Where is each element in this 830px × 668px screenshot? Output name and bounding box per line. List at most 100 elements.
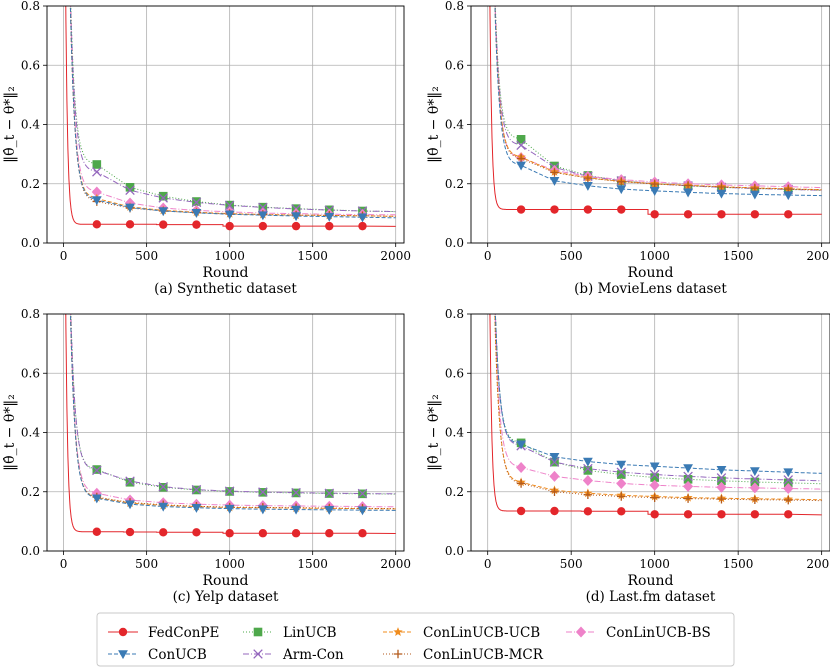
data-point-fedconpe (258, 221, 268, 231)
legend-label: FedConPE (148, 625, 219, 641)
legend-item: LinUCB (243, 625, 337, 641)
data-point-conlinucb-mcr (650, 493, 659, 502)
data-point-fedconpe (192, 220, 201, 229)
data-point-fedconpe (225, 529, 234, 538)
data-point-fedconpe (516, 506, 526, 516)
data-point-fedconpe (358, 221, 367, 231)
x-tick-label: 2000 (380, 557, 411, 571)
x-tick-label: 2000 (380, 249, 411, 263)
data-point-conucb (582, 457, 593, 467)
legend-item: ConLinUCB-MCR (383, 647, 544, 663)
series-line-conlinucb-ucb (494, 314, 822, 501)
data-point-conucb (91, 494, 102, 504)
data-point-conucb (125, 500, 135, 510)
series-line-conlinucb-bs (494, 6, 822, 189)
data-point-linucb (650, 473, 659, 482)
data-point-fedconpe (583, 507, 593, 516)
data-point-arm-con (125, 185, 135, 196)
series-line-conucb (494, 314, 822, 474)
data-point-conucb (783, 191, 794, 201)
y-axis-label: ‖θ̂_t − θ*‖₂ (2, 394, 18, 471)
panel-caption: (c) Yelp dataset (173, 589, 279, 605)
data-point-conlinucb-bs (783, 482, 794, 494)
data-point-arm-con (291, 487, 301, 498)
data-point-conlinucb-bs (549, 470, 560, 482)
x-axis-label: Round (628, 265, 674, 281)
data-point-conlinucb-mcr (583, 173, 593, 183)
data-point-arm-con (324, 488, 335, 498)
data-point-conucb (516, 440, 526, 450)
y-tick-label: 0.4 (21, 118, 40, 132)
data-point-conlinucb-mcr (783, 495, 793, 505)
data-point-conlinucb-bs (682, 480, 694, 492)
y-tick-label: 0.4 (445, 426, 464, 440)
data-point-conlinucb-mcr (616, 177, 626, 186)
data-point-linucb (583, 466, 593, 475)
data-point-fedconpe (125, 527, 135, 537)
data-point-conlinucb-bs (91, 186, 102, 198)
legend-marker (575, 626, 587, 638)
data-point-conlinucb-mcr (550, 168, 559, 177)
data-point-conucb (291, 505, 301, 515)
data-point-fedconpe (125, 220, 135, 229)
data-point-linucb (158, 191, 168, 201)
chart-panel-4: 0 500 1000 1500 2000 0.0 0.2 0.4 0.6 0.8 Round ‖θ̂_… (426, 307, 830, 605)
chart-panel-3: 0 500 1000 1500 2000 0.0 0.2 0.4 0.6 0.8 Round ‖θ̂_… (2, 307, 411, 605)
series-line-fedconpe (489, 314, 822, 516)
data-point-conucb (616, 460, 627, 470)
data-point-arm-con (258, 202, 268, 213)
series-line-conlinucb-bs (70, 314, 396, 508)
x-tick-label: 1000 (214, 557, 245, 571)
legend-marker (253, 627, 263, 637)
data-point-fedconpe (550, 205, 559, 214)
x-tick-label: 2000 (806, 557, 830, 571)
data-point-fedconpe (550, 506, 559, 516)
series-line-conucb (69, 6, 396, 219)
panel-caption: (a) Synthetic dataset (154, 281, 297, 297)
data-point-fedconpe (92, 527, 102, 536)
data-point-arm-con (549, 457, 560, 467)
data-point-conucb (224, 504, 235, 514)
series-line-conlinucb-ucb (494, 6, 822, 191)
legend-label: LinUCB (283, 625, 337, 641)
data-point-conlinucb-mcr (717, 494, 726, 504)
y-tick-label: 0.2 (445, 177, 464, 191)
y-tick-label: 0.8 (21, 307, 40, 321)
y-tick-label: 0.4 (445, 118, 464, 132)
data-point-conucb (649, 462, 660, 472)
x-tick-label: 500 (560, 557, 583, 571)
data-point-conucb (749, 467, 760, 477)
data-point-conucb (224, 210, 235, 220)
y-tick-label: 0.8 (445, 307, 464, 321)
series-line-linucb (494, 314, 822, 485)
legend-marker (118, 627, 128, 637)
y-tick-label: 0.6 (445, 366, 464, 380)
series-line-conucb (69, 314, 396, 511)
legend: FedConPE ConUCB LinUCB Arm-Con ConLinUCB-UCB… (96, 612, 735, 667)
x-tick-label: 1500 (297, 557, 328, 571)
x-tick-label: 0 (484, 249, 492, 263)
data-point-conlinucb-bs (716, 481, 727, 493)
series-line-fedconpe (65, 6, 396, 227)
data-point-conucb (191, 503, 202, 513)
x-tick-label: 1000 (639, 557, 670, 571)
legend-item: ConLinUCB-UCB (383, 625, 540, 641)
panel-caption: (b) MovieLens dataset (574, 281, 727, 297)
data-point-arm-con (191, 197, 202, 208)
data-point-arm-con (92, 167, 102, 177)
x-tick-label: 0 (60, 557, 68, 571)
data-point-arm-con (616, 467, 627, 477)
y-tick-label: 0.8 (21, 0, 40, 13)
data-point-fedconpe (650, 510, 659, 519)
data-point-arm-con (716, 473, 727, 483)
data-point-fedconpe (583, 205, 593, 214)
series-line-linucb (70, 6, 396, 213)
series-line-conlinucb-bs (69, 6, 396, 216)
legend-marker (393, 649, 403, 659)
legend-marker (393, 627, 403, 636)
data-point-fedconpe (717, 510, 726, 519)
data-point-fedconpe (291, 529, 301, 538)
data-point-fedconpe (683, 510, 693, 519)
data-point-fedconpe (750, 510, 760, 519)
